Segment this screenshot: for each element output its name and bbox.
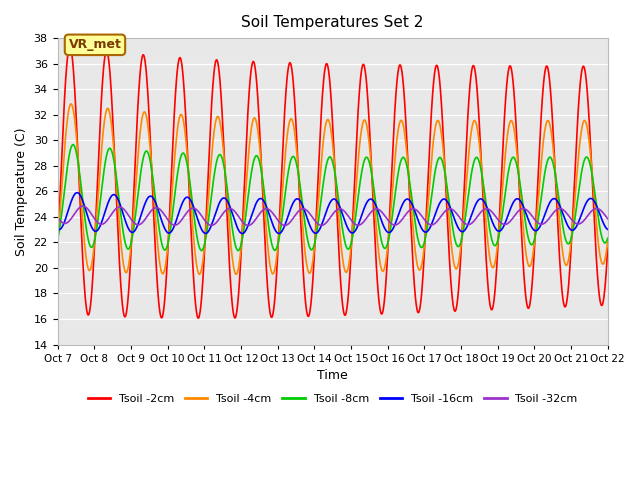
Tsoil -2cm <box>540 86 547 92</box>
Tsoil -4cm <box>491 262 499 267</box>
Tsoil -16cm <box>238 231 246 237</box>
Tsoil -8cm <box>69 142 77 147</box>
Line: Tsoil -2cm: Tsoil -2cm <box>58 47 608 318</box>
Tsoil -4cm <box>196 271 204 277</box>
Tsoil -32cm <box>419 215 426 220</box>
Text: VR_met: VR_met <box>68 38 122 51</box>
Tsoil -4cm <box>419 257 426 263</box>
Tsoil -2cm <box>419 277 426 283</box>
Tsoil -2cm <box>195 315 202 321</box>
Tsoil -16cm <box>177 205 184 211</box>
Tsoil -16cm <box>604 227 612 232</box>
Title: Soil Temperatures Set 2: Soil Temperatures Set 2 <box>241 15 424 30</box>
Tsoil -2cm <box>177 55 184 60</box>
Tsoil -4cm <box>163 252 171 258</box>
Tsoil -8cm <box>238 237 246 242</box>
Tsoil -32cm <box>540 221 547 227</box>
Y-axis label: Soil Temperature (C): Soil Temperature (C) <box>15 127 28 255</box>
Tsoil -32cm <box>491 212 499 218</box>
Line: Tsoil -16cm: Tsoil -16cm <box>58 192 608 234</box>
Tsoil -2cm <box>491 293 499 299</box>
Tsoil -8cm <box>163 244 171 250</box>
Tsoil -8cm <box>540 181 547 187</box>
Tsoil -32cm <box>238 218 246 224</box>
Tsoil -16cm <box>54 226 61 232</box>
Tsoil -16cm <box>73 190 81 195</box>
Tsoil -16cm <box>238 230 246 236</box>
Tsoil -8cm <box>177 156 184 162</box>
Tsoil -4cm <box>540 141 547 147</box>
Tsoil -8cm <box>54 237 61 242</box>
Tsoil -16cm <box>419 227 426 233</box>
Tsoil -16cm <box>491 224 499 229</box>
Tsoil -8cm <box>234 248 242 253</box>
Tsoil -32cm <box>163 216 171 221</box>
Tsoil -8cm <box>419 244 426 250</box>
Tsoil -4cm <box>604 238 612 244</box>
Tsoil -4cm <box>54 239 61 244</box>
Line: Tsoil -8cm: Tsoil -8cm <box>58 144 608 251</box>
Tsoil -32cm <box>244 223 252 228</box>
Legend: Tsoil -2cm, Tsoil -4cm, Tsoil -8cm, Tsoil -16cm, Tsoil -32cm: Tsoil -2cm, Tsoil -4cm, Tsoil -8cm, Tsoi… <box>83 390 582 409</box>
Tsoil -2cm <box>163 265 171 271</box>
Tsoil -32cm <box>604 216 612 222</box>
Tsoil -4cm <box>238 233 246 239</box>
Tsoil -2cm <box>604 245 612 251</box>
Tsoil -8cm <box>604 235 612 241</box>
Line: Tsoil -32cm: Tsoil -32cm <box>58 206 608 226</box>
Tsoil -16cm <box>163 229 171 235</box>
Line: Tsoil -4cm: Tsoil -4cm <box>58 104 608 274</box>
X-axis label: Time: Time <box>317 369 348 382</box>
Tsoil -4cm <box>177 112 184 118</box>
Tsoil -2cm <box>238 228 246 234</box>
Tsoil -8cm <box>491 243 499 249</box>
Tsoil -4cm <box>67 101 75 107</box>
Tsoil -32cm <box>79 203 86 209</box>
Tsoil -32cm <box>177 219 184 225</box>
Tsoil -32cm <box>54 215 61 220</box>
Tsoil -2cm <box>54 246 61 252</box>
Tsoil -16cm <box>540 216 547 222</box>
Tsoil -2cm <box>66 44 74 49</box>
